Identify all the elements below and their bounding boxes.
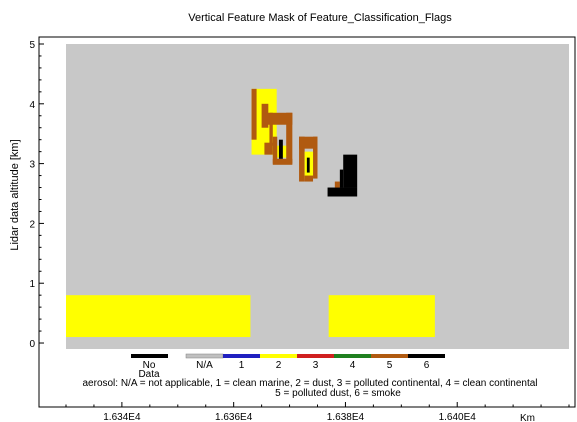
x-tick-label-16400: 1.640E4 — [439, 412, 477, 422]
legend-swatch-4 — [297, 354, 334, 358]
legend-note-2: 5 = polluted dust, 6 = smoke — [275, 388, 401, 399]
x-tick-label-16380: 1.638E4 — [327, 412, 365, 422]
feature-cell-9 — [272, 136, 278, 164]
feature-cell-19 — [327, 187, 358, 197]
legend-label-7: 6 — [424, 360, 430, 371]
legend-label-0: Data — [138, 369, 160, 380]
feature-cell-1 — [328, 295, 435, 338]
legend-label-2: 1 — [239, 360, 245, 371]
legend-label-1: N/A — [196, 360, 213, 371]
x-axis: 1.634E4 1.636E4 1.638E4 1.640E4 — [65, 402, 570, 422]
feature-cell-3 — [251, 88, 257, 140]
legend-swatch-5 — [334, 354, 371, 358]
x-tick-label-16340: 1.634E4 — [103, 412, 141, 422]
feature-cell-13 — [299, 136, 318, 149]
feature-cell-15 — [313, 136, 318, 179]
legend-swatch-0 — [131, 354, 168, 358]
x-axis-unit: Km — [520, 413, 535, 422]
legend-swatch-2 — [223, 354, 260, 358]
feature-cell-21 — [334, 181, 340, 188]
legend-swatch-6 — [371, 354, 408, 358]
feature-cell-22 — [339, 169, 344, 188]
feature-cell-12 — [278, 139, 283, 159]
feature-cell-17 — [306, 157, 310, 173]
y-axis-label: Lidar data altitude [km] — [9, 139, 21, 250]
feature-cell-4 — [261, 103, 269, 128]
feature-cell-11 — [272, 158, 293, 165]
feature-cell-7 — [269, 112, 273, 152]
feature-cell-20 — [343, 154, 358, 188]
plot-frame — [38, 36, 576, 408]
y-axis: 0 1 2 3 4 5 — [29, 40, 44, 350]
x-tick-label-16360: 1.636E4 — [215, 412, 253, 422]
feature-cell-6 — [267, 112, 293, 125]
legend-swatch-3 — [260, 354, 297, 358]
legend-note-1: aerosol: N/A = not applicable, 1 = clean… — [82, 378, 537, 389]
y-tick-label-4: 4 — [29, 100, 35, 111]
y-tick-label-5: 5 — [29, 40, 35, 51]
feature-cell-14 — [299, 136, 305, 182]
feature-cell-18 — [304, 175, 314, 182]
y-tick-label-1: 1 — [29, 279, 35, 290]
legend-label-4: 3 — [313, 360, 319, 371]
legend-label-3: 2 — [276, 360, 282, 371]
feature-cell-10 — [286, 112, 293, 164]
y-tick-label-3: 3 — [29, 160, 35, 171]
y-tick-label-0: 0 — [29, 339, 35, 350]
legend-label-0: No — [143, 360, 156, 371]
legend-label-6: 5 — [387, 360, 393, 371]
legend-swatch-7 — [408, 354, 445, 358]
feature-cell-0 — [66, 295, 251, 338]
legend-label-5: 4 — [350, 360, 356, 371]
chart-title: Vertical Feature Mask of Feature_Classif… — [188, 12, 452, 24]
y-tick-label-2: 2 — [29, 219, 35, 230]
legend-swatch-1 — [185, 353, 224, 359]
feature-mask — [66, 88, 435, 338]
